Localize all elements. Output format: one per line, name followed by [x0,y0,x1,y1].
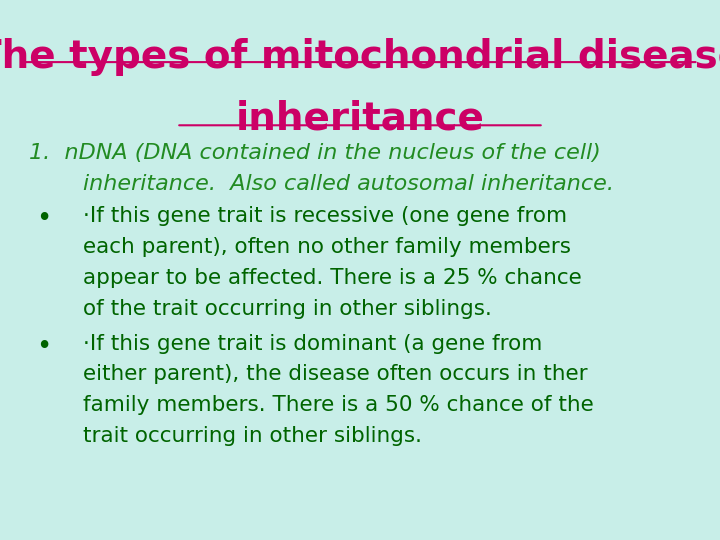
Text: The types of mitochondrial disease: The types of mitochondrial disease [0,38,720,76]
Text: appear to be affected. There is a 25 % chance: appear to be affected. There is a 25 % c… [83,268,582,288]
Text: inheritance: inheritance [235,100,485,138]
Text: •: • [36,334,51,360]
Text: each parent), often no other family members: each parent), often no other family memb… [83,237,571,257]
Text: either parent), the disease often occurs in ther: either parent), the disease often occurs… [83,364,588,384]
Text: trait occurring in other siblings.: trait occurring in other siblings. [83,426,422,446]
Text: 1.  nDNA (DNA contained in the nucleus of the cell): 1. nDNA (DNA contained in the nucleus of… [29,143,600,163]
Text: inheritance.  Also called autosomal inheritance.: inheritance. Also called autosomal inher… [83,174,613,194]
Text: ·If this gene trait is dominant (a gene from: ·If this gene trait is dominant (a gene … [83,334,542,354]
Text: of the trait occurring in other siblings.: of the trait occurring in other siblings… [83,299,492,319]
Text: ·If this gene trait is recessive (one gene from: ·If this gene trait is recessive (one ge… [83,206,567,226]
Text: family members. There is a 50 % chance of the: family members. There is a 50 % chance o… [83,395,593,415]
Text: •: • [36,206,51,232]
